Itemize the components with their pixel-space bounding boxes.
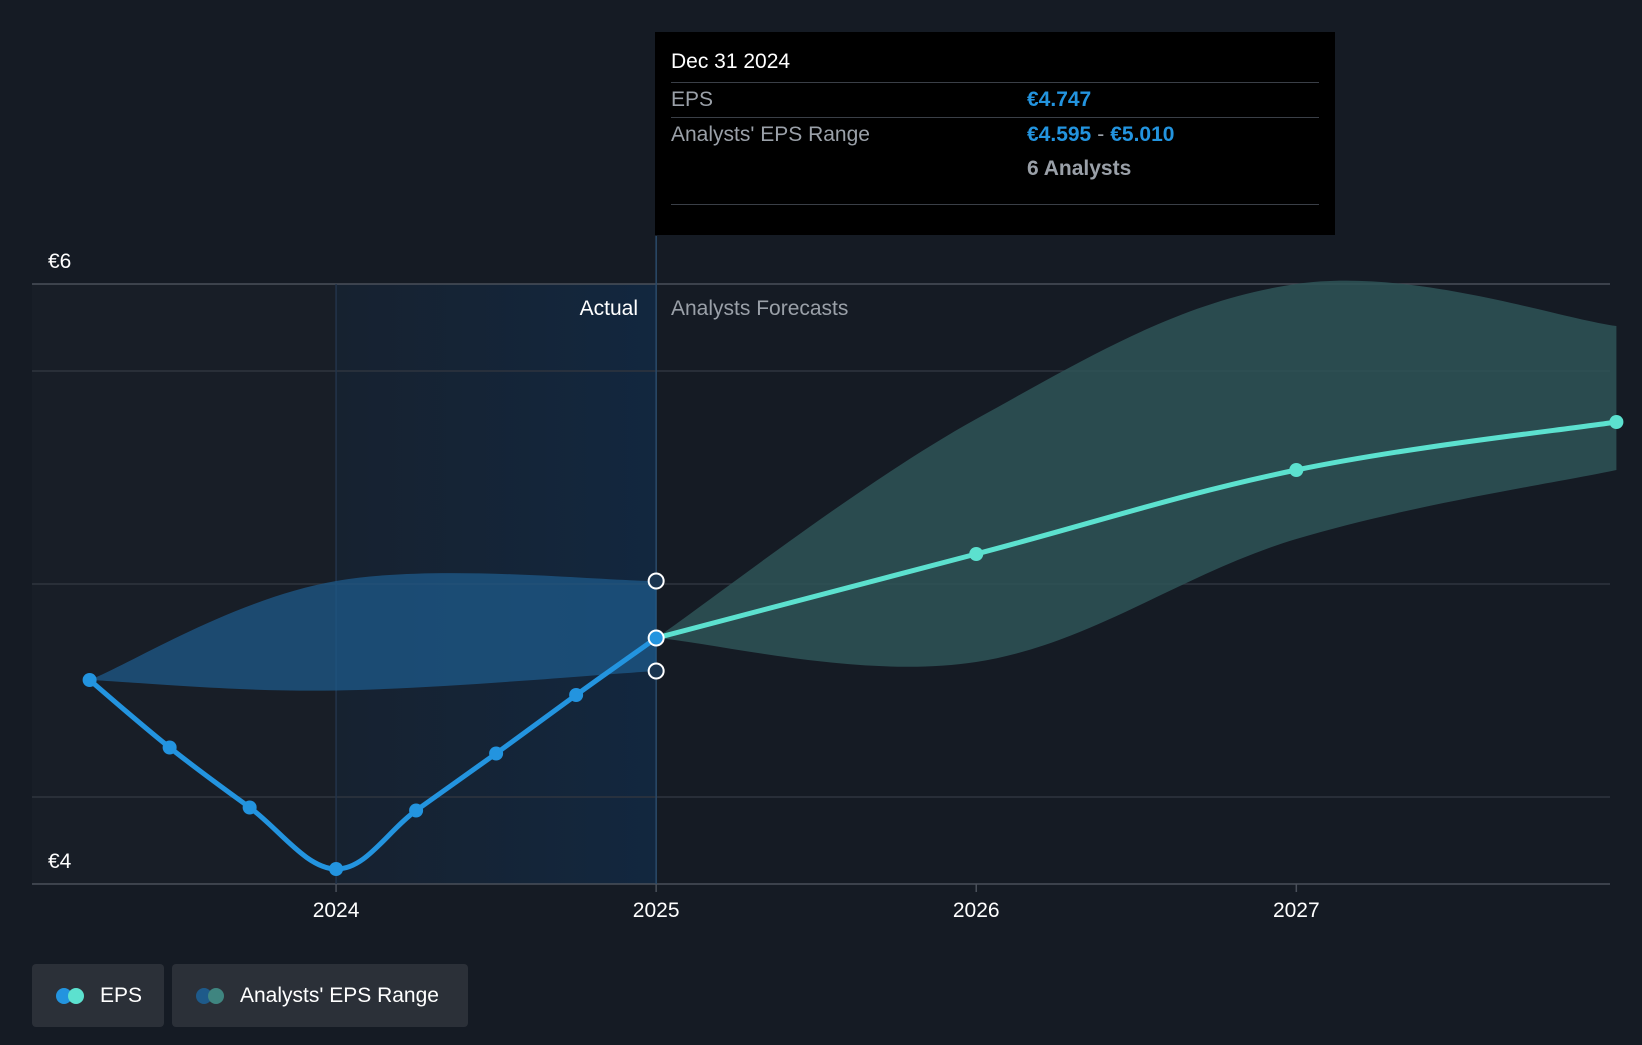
tooltip-range-high: €5.010: [1110, 123, 1175, 146]
forecast-section-label: Analysts Forecasts: [671, 297, 848, 320]
eps-points: [82, 415, 1624, 876]
forecast-eps-point: [1289, 463, 1304, 477]
legend-range-label: Analysts' EPS Range: [240, 983, 439, 1007]
actual-eps-point: [82, 673, 97, 687]
tooltip-analyst-count: 6 Analysts: [1027, 157, 1132, 180]
legend-eps-button[interactable]: EPS: [32, 964, 164, 1027]
tooltip-range-separator: -: [1097, 123, 1105, 146]
tooltip-eps-value: €4.747: [1027, 88, 1092, 111]
eps-point-highlight: [647, 629, 665, 647]
tooltip-eps-row: EPS €4.747: [671, 82, 1319, 117]
x-tick-label: 2024: [313, 899, 360, 922]
tooltip-range-row: Analysts' EPS Range €4.595 - €5.010: [671, 117, 1319, 152]
actual-eps-point: [569, 688, 584, 702]
actual-section-label: Actual: [580, 297, 638, 320]
actual-eps-point: [409, 803, 424, 818]
x-tick-label: 2027: [1273, 899, 1320, 922]
range-areas: [89, 280, 1617, 691]
y-label-top: €6: [48, 250, 71, 273]
tooltip: Dec 31 2024 EPS €4.747 Analysts' EPS Ran…: [655, 32, 1335, 235]
y-label-bottom: €4: [48, 850, 72, 873]
actual-eps-point: [489, 746, 504, 761]
forecast-eps-line: [653, 419, 1619, 641]
tooltip-date: Dec 31 2024: [671, 50, 791, 73]
legend-range-button[interactable]: Analysts' EPS Range: [172, 964, 468, 1027]
range-marker-point: [647, 662, 665, 680]
range-marker-point: [647, 572, 665, 590]
tooltip-range-label: Analysts' EPS Range: [671, 123, 870, 146]
legend-eps-label: EPS: [100, 983, 143, 1007]
tooltip-range-low: €4.595: [1027, 123, 1092, 146]
eps-legend-icon: [56, 987, 86, 1005]
actual-eps-point: [162, 740, 177, 755]
forecast-eps-point: [1609, 415, 1624, 429]
axes: 2024 2025 2026 2027: [313, 884, 1320, 922]
actual-eps-point: [329, 862, 344, 876]
range-legend-icon: [196, 987, 226, 1005]
tooltip-divider: [671, 204, 1319, 205]
actual-eps-point: [242, 800, 257, 815]
x-tick-label: 2026: [953, 899, 1000, 922]
x-tick-label: 2025: [633, 899, 680, 922]
forecast-eps-point: [969, 547, 984, 561]
forecast-range-area: [656, 280, 1617, 667]
tooltip-eps-label: EPS: [671, 88, 714, 111]
actual-range-area: [89, 573, 657, 691]
